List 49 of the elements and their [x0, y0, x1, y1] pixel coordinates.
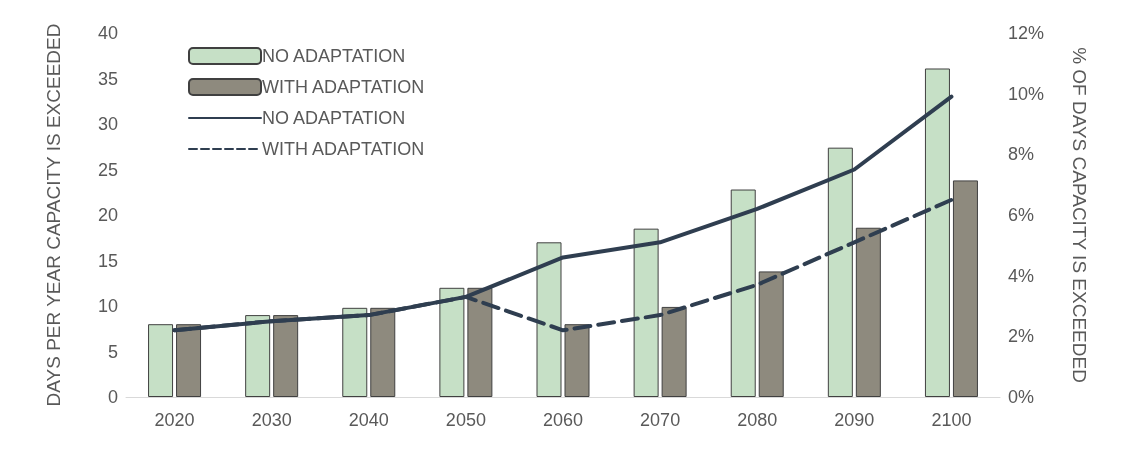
bar — [855, 227, 881, 397]
bar — [342, 307, 368, 397]
bar — [952, 180, 978, 397]
bar — [827, 147, 853, 397]
legend-label: NO ADAPTATION — [262, 46, 406, 66]
legend-label: WITH ADAPTATION — [262, 139, 425, 159]
x-tick-label: 2070 — [640, 410, 681, 430]
bar — [730, 189, 756, 397]
y-tick-label: 20 — [97, 205, 118, 225]
y-tick-label: 15 — [97, 250, 118, 271]
y2-tick-label: 0% — [1008, 387, 1035, 407]
bar — [439, 287, 465, 397]
y-tick-label: 10 — [97, 296, 118, 316]
bar — [633, 228, 659, 397]
bar — [245, 315, 271, 397]
bar — [661, 306, 687, 397]
bar — [370, 307, 396, 397]
bar — [467, 287, 493, 397]
y-tick-label: 5 — [107, 341, 118, 362]
x-tick-label: 2050 — [445, 410, 486, 430]
y2-tick-label: 6% — [1008, 205, 1035, 225]
y-tick-label: 25 — [97, 159, 118, 180]
y2-tick-label: 2% — [1008, 326, 1035, 347]
bar — [758, 271, 784, 397]
x-tick-label: 2040 — [348, 410, 389, 430]
x-tick-label: 2090 — [834, 410, 875, 430]
x-tick-label: 2020 — [154, 410, 195, 430]
bar — [536, 242, 562, 397]
y2-tick-label: 12% — [1008, 23, 1045, 43]
y-tick-label: 35 — [97, 68, 118, 89]
y2-tick-label: 8% — [1008, 144, 1035, 165]
bar — [273, 315, 299, 397]
legend-label: WITH ADAPTATION — [262, 77, 425, 97]
y-tick-label: 40 — [97, 23, 118, 43]
y-axis-title: DAYS PER YEAR CAPACITY IS EXCEEDED — [42, 23, 64, 407]
y-tick-label: 30 — [97, 114, 118, 134]
x-tick-label: 2100 — [931, 410, 972, 430]
bar — [564, 324, 590, 397]
bar — [148, 324, 174, 397]
y2-axis-title: % OF DAYS CAPACITY IS EXCEEDED — [1068, 47, 1090, 383]
y2-tick-label: 10% — [1008, 83, 1045, 104]
y-tick-label: 0 — [107, 387, 118, 407]
x-tick-label: 2030 — [251, 410, 292, 430]
x-tick-label: 2080 — [737, 410, 778, 430]
x-tick-label: 2060 — [542, 410, 584, 430]
bar — [924, 68, 950, 397]
legend-label: NO ADAPTATION — [262, 108, 406, 128]
y2-tick-label: 4% — [1008, 265, 1035, 286]
bar — [176, 324, 202, 397]
